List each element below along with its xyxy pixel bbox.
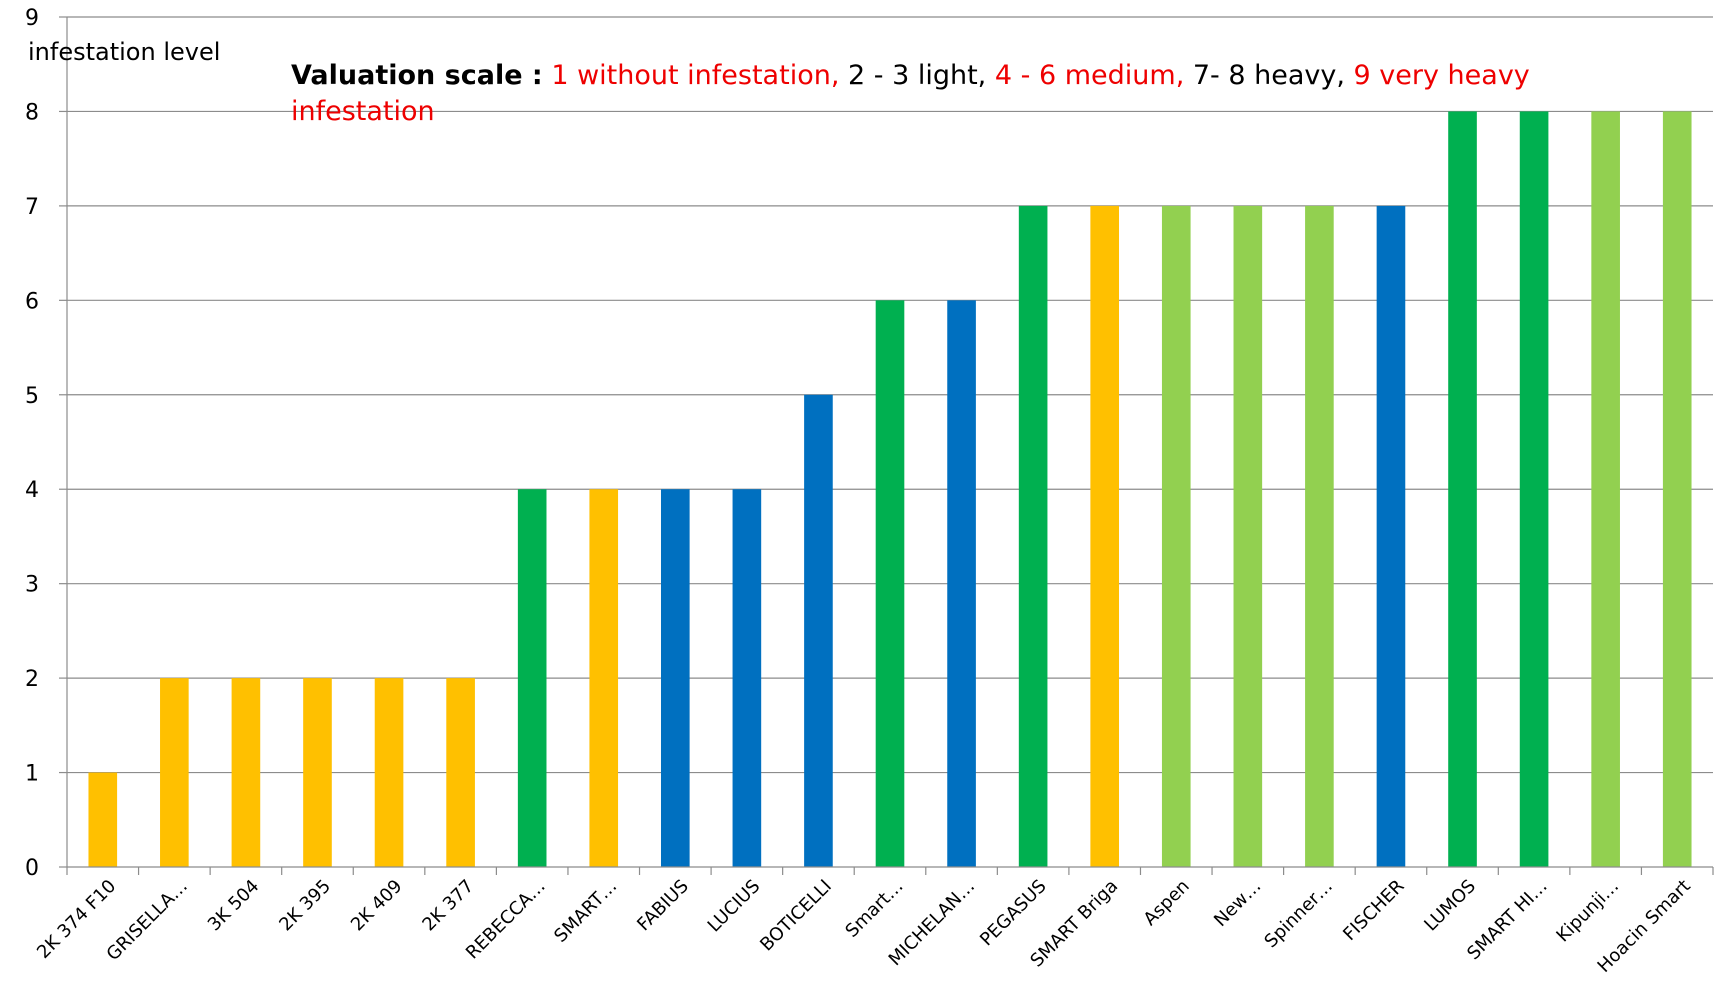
bar (1662, 111, 1692, 867)
scale-very-heavy: 9 very heavy infestation (291, 60, 1530, 127)
y-tick-label: 8 (25, 100, 39, 125)
bar (1090, 205, 1120, 867)
valuation-scale-note: Valuation scale : 1 without infestation,… (291, 58, 1541, 130)
y-tick-label: 6 (25, 289, 39, 314)
x-tick-label: LUMOS (1420, 876, 1480, 936)
y-axis-title: infestation level (28, 38, 221, 66)
bar (660, 489, 690, 867)
x-tick-label: FISCHER (1339, 876, 1408, 945)
y-tick-label: 3 (25, 573, 39, 598)
y-tick-label: 5 (25, 384, 39, 409)
scale-medium: 4 - 6 medium, (994, 60, 1185, 91)
bar (446, 678, 475, 867)
y-axis-ticks: 0 1 2 3 4 5 6 7 8 9 (25, 6, 67, 881)
bar (1161, 205, 1191, 867)
y-tick-label: 2 (25, 667, 39, 692)
valuation-scale-heading: Valuation scale : (291, 60, 543, 91)
x-tick-label: 2K 409 (347, 876, 407, 936)
bar (1376, 205, 1406, 867)
x-tick-label: New… (1210, 876, 1265, 931)
bar (1448, 111, 1477, 867)
bars (88, 111, 1692, 867)
y-tick-label: 9 (25, 6, 39, 31)
bar (1305, 205, 1334, 867)
bar (1591, 111, 1620, 867)
bar (732, 489, 762, 867)
scale-without-infestation: 1 without infestation, (551, 60, 840, 91)
x-tick-label: BOTICELLI (756, 876, 836, 956)
bar (303, 678, 332, 867)
x-tick-label: Aspen (1140, 876, 1194, 930)
x-tick-label: 2K 377 (419, 876, 479, 936)
bar (517, 489, 547, 867)
scale-heavy: 7- 8 heavy, (1192, 60, 1345, 91)
bar (1018, 205, 1048, 867)
y-tick-label: 1 (25, 762, 39, 787)
x-tick-label: PEGASUS (976, 876, 1051, 951)
bar (160, 678, 189, 867)
x-tick-label: Kipunji… (1552, 876, 1623, 947)
bar (804, 394, 833, 867)
bar (1233, 205, 1263, 867)
axes (66, 17, 1714, 875)
bar (875, 300, 905, 867)
x-tick-label: FABIUS (633, 876, 693, 936)
bar (589, 489, 619, 867)
x-tick-label: 3K 504 (204, 876, 264, 936)
y-tick-label: 7 (25, 195, 39, 220)
x-tick-label: SMART… (550, 876, 621, 947)
bar (947, 300, 976, 867)
x-tick-label: 2K 395 (275, 876, 335, 936)
bar (374, 678, 404, 867)
x-tick-label: LUCIUS (704, 876, 765, 937)
bar (1519, 111, 1549, 867)
scale-light: 2 - 3 light, (848, 60, 987, 91)
y-tick-label: 0 (25, 856, 39, 881)
x-tick-label: Smart… (841, 876, 907, 942)
bar (88, 772, 118, 867)
x-tick-label: Spinner… (1260, 876, 1336, 952)
bar (231, 678, 261, 867)
y-tick-label: 4 (25, 478, 39, 503)
